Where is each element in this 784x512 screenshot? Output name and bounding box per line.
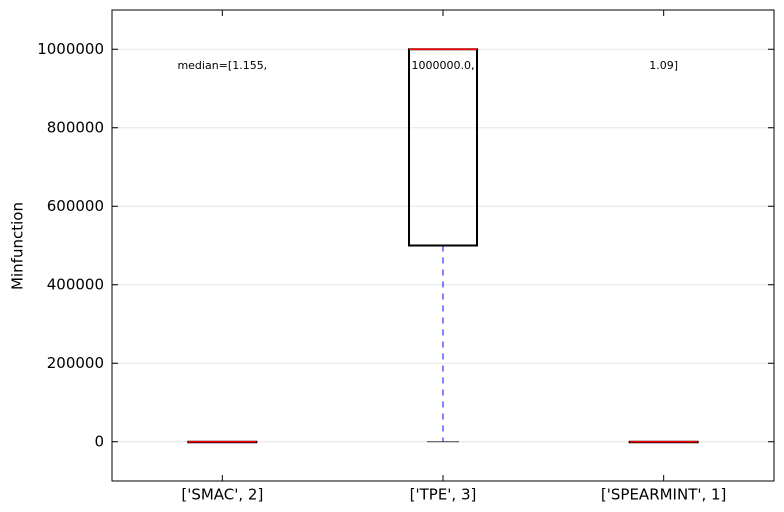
y-axis-label: Minfunction: [9, 202, 27, 290]
annotation: median=[1.155,: [177, 59, 267, 72]
y-tick-label: 800000: [47, 118, 104, 136]
y-tick-label: 600000: [47, 197, 104, 215]
x-tick-label: ['SPEARMINT', 1]: [601, 486, 727, 504]
y-tick-label: 1000000: [37, 40, 104, 58]
x-tick-label: ['TPE', 3]: [410, 486, 477, 504]
y-tick-label: 400000: [47, 275, 104, 293]
annotation: 1.09]: [649, 59, 678, 72]
x-tick-label: ['SMAC', 2]: [181, 486, 263, 504]
annotation: 1000000.0,: [412, 59, 475, 72]
y-tick-label: 200000: [47, 354, 104, 372]
y-tick-label: 0: [94, 432, 104, 450]
plot-frame: [111, 9, 775, 482]
